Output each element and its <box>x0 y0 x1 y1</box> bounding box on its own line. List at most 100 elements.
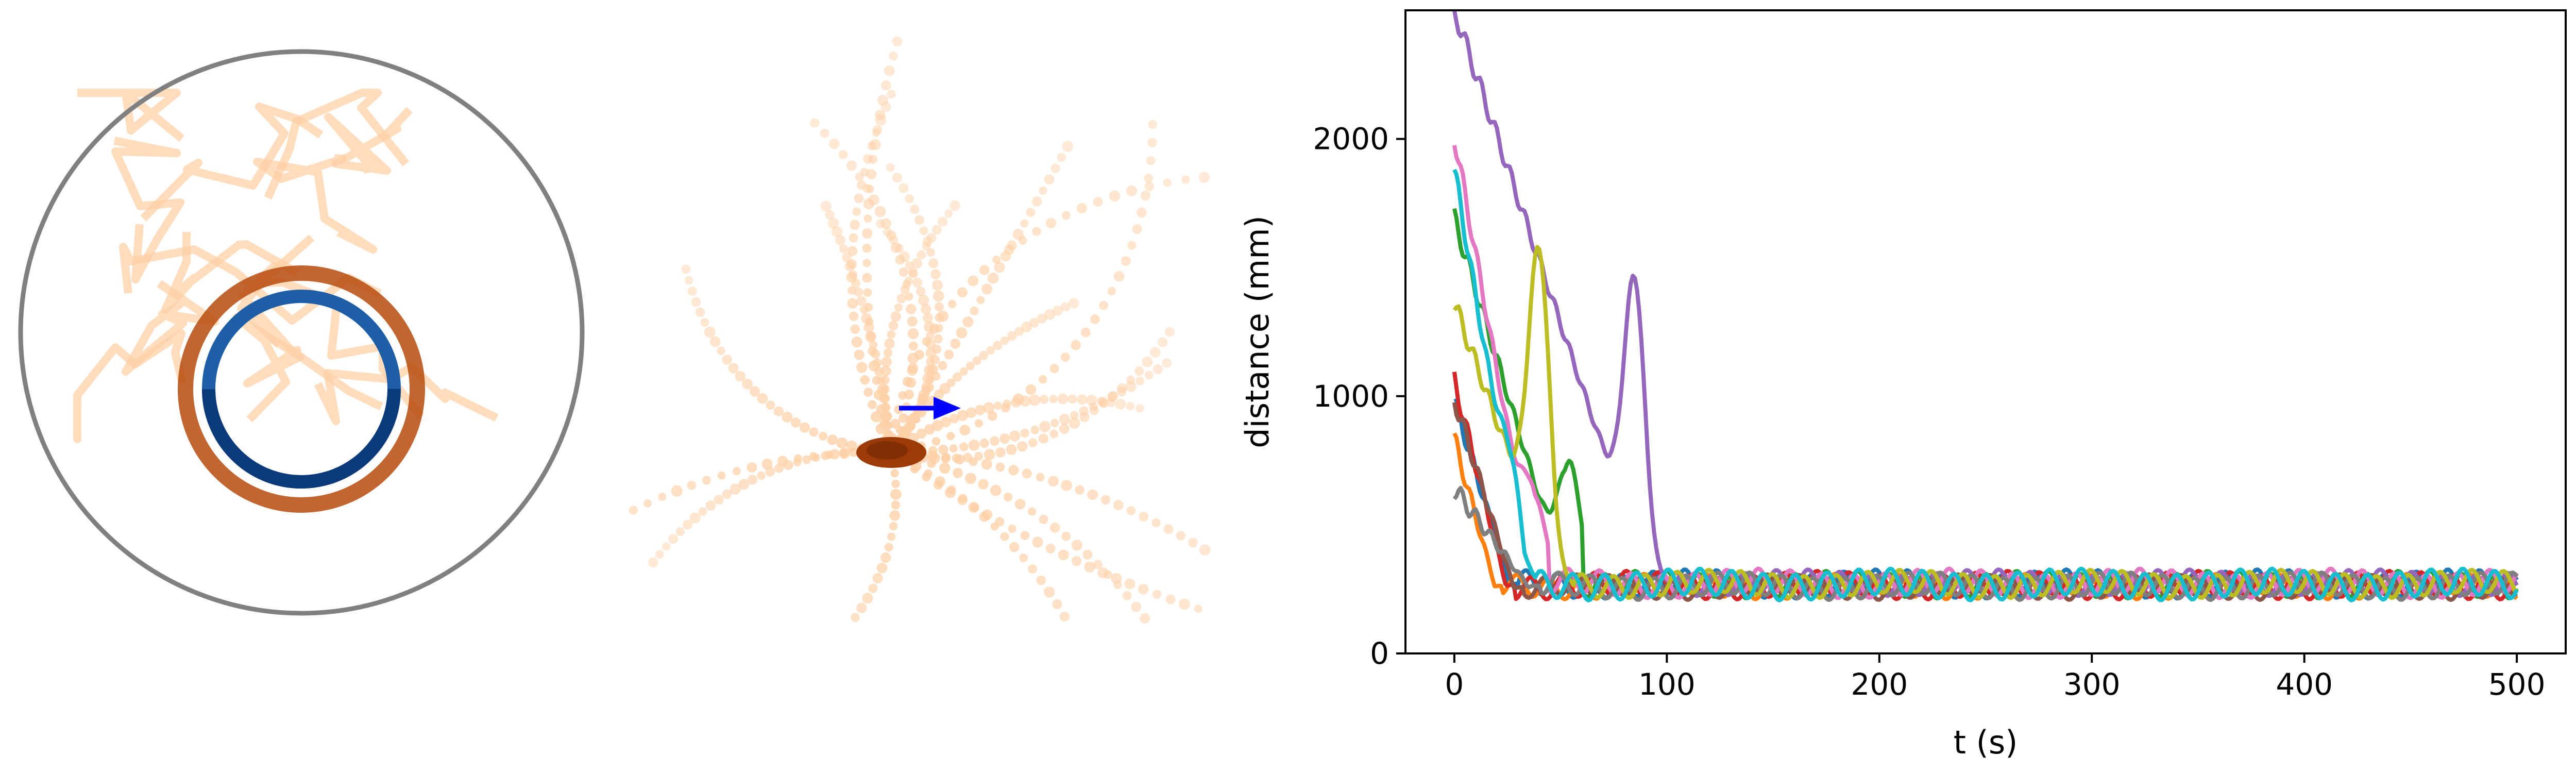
trajectory-dot <box>1076 203 1088 214</box>
trajectory-dot <box>906 421 916 430</box>
series-line-4 <box>1452 10 2519 598</box>
trajectory-dot <box>1115 399 1126 410</box>
trajectory-dot <box>959 425 971 435</box>
y-tick-label: 1000 <box>1313 379 1389 414</box>
trajectory-dot <box>922 312 933 323</box>
trajectory-dot <box>761 458 773 470</box>
trajectory-dot <box>880 375 890 385</box>
trajectory-dot <box>1012 393 1024 405</box>
trajectory-dot <box>1037 313 1047 324</box>
trajectory-dot <box>937 216 948 227</box>
trajectory-dot <box>922 242 930 251</box>
trajectory-dot <box>863 288 872 297</box>
trajectory-dot <box>908 341 918 351</box>
trajectory-dot <box>1052 599 1062 610</box>
trajectory-dot <box>1036 575 1046 585</box>
trajectory-dot <box>887 532 896 541</box>
trajectory-dot <box>1049 429 1059 439</box>
trajectory-dot <box>1126 401 1135 411</box>
trajectory-dot <box>956 327 968 339</box>
trajectory-dot <box>862 243 872 253</box>
trajectory-dot <box>829 449 840 460</box>
trajectory-dot <box>1071 340 1081 350</box>
trajectory-dot <box>684 276 693 285</box>
trajectory-dot <box>890 469 899 478</box>
trajectory-dot <box>1058 549 1069 561</box>
trajectory-dot <box>930 269 941 280</box>
trajectory-dot <box>880 552 891 563</box>
trajectory-dot <box>691 297 701 307</box>
trajectory-dot <box>1162 358 1172 368</box>
trajectory-dot <box>886 163 895 172</box>
trajectory-dot <box>774 463 784 473</box>
trajectory-dot <box>820 128 829 138</box>
trajectory-dot <box>869 155 878 164</box>
trajectory-dot <box>931 437 941 446</box>
trajectory-dot <box>1031 196 1042 207</box>
trajectory-dot <box>933 290 944 302</box>
trajectory-dot <box>993 401 1002 410</box>
trajectory-dot <box>1127 241 1137 250</box>
trajectory-dot <box>884 65 895 76</box>
trajectory-dot <box>757 471 766 480</box>
trajectory-dot <box>862 593 873 604</box>
trajectory-dot <box>717 346 725 355</box>
trajectory-dot <box>990 436 999 446</box>
trajectory-dot <box>876 562 888 574</box>
trajectory-dot <box>970 306 979 315</box>
trajectory-dot <box>983 402 995 414</box>
trajectory-dot <box>894 303 903 312</box>
trajectory-dot <box>950 338 961 349</box>
trajectory-dot <box>1107 287 1116 296</box>
trajectory-dot <box>1014 499 1026 510</box>
trajectory-dot <box>1093 197 1103 207</box>
trajectory-dot <box>851 613 860 622</box>
trajectory-dot <box>1018 236 1027 245</box>
trajectory-dot <box>995 462 1005 472</box>
trajectory-dot <box>876 404 887 415</box>
trajectory-dot <box>862 259 871 267</box>
trajectory-dot <box>1057 393 1069 405</box>
trajectory-dot <box>820 200 832 212</box>
series-line-3 <box>1452 372 2518 602</box>
trajectory-dot <box>1188 537 1198 548</box>
trajectory-dot <box>1084 561 1096 573</box>
trajectory-dot <box>783 460 793 470</box>
trajectory-dot <box>849 447 858 457</box>
trajectory-dot <box>934 302 944 312</box>
trajectory-dot <box>1079 406 1089 416</box>
trajectory-dot <box>809 427 819 437</box>
trajectory-dot <box>717 471 726 480</box>
series-line-8 <box>1452 245 2519 600</box>
trajectory-dot <box>839 448 849 458</box>
trajectory-dot <box>1036 473 1045 482</box>
trajectory-dot <box>876 219 886 229</box>
trajectory-dot <box>965 473 976 484</box>
trajectory-dot <box>1149 347 1161 358</box>
trajectory-dot <box>854 349 865 360</box>
trajectory-dot <box>1134 366 1144 376</box>
trajectory-dot <box>1062 211 1071 220</box>
trajectory-dot <box>821 451 830 460</box>
trajectory-dot <box>937 310 949 322</box>
trajectory-dot <box>687 287 697 296</box>
trajectory-dot <box>890 242 902 253</box>
trajectory-dot <box>849 233 858 243</box>
trajectory-dot <box>912 277 923 288</box>
trajectory-dot <box>862 228 873 239</box>
trajectory-dot <box>643 499 652 508</box>
trajectory-dot <box>950 200 960 211</box>
trajectory-dot <box>704 326 716 338</box>
trajectory-dot <box>1021 321 1032 332</box>
trajectory-dot <box>1050 418 1059 428</box>
trajectory-dot <box>1070 411 1079 420</box>
trajectory-trace <box>77 89 185 142</box>
trajectory-dot <box>856 602 867 613</box>
trajectory-dot <box>966 407 977 418</box>
trajectory-dot <box>1198 172 1210 183</box>
trajectory-dot <box>1089 402 1098 411</box>
trajectory-dot <box>1107 392 1118 402</box>
trajectory-dot <box>1136 376 1145 385</box>
trajectory-dot <box>906 304 917 314</box>
trajectory-dot <box>1093 560 1103 569</box>
